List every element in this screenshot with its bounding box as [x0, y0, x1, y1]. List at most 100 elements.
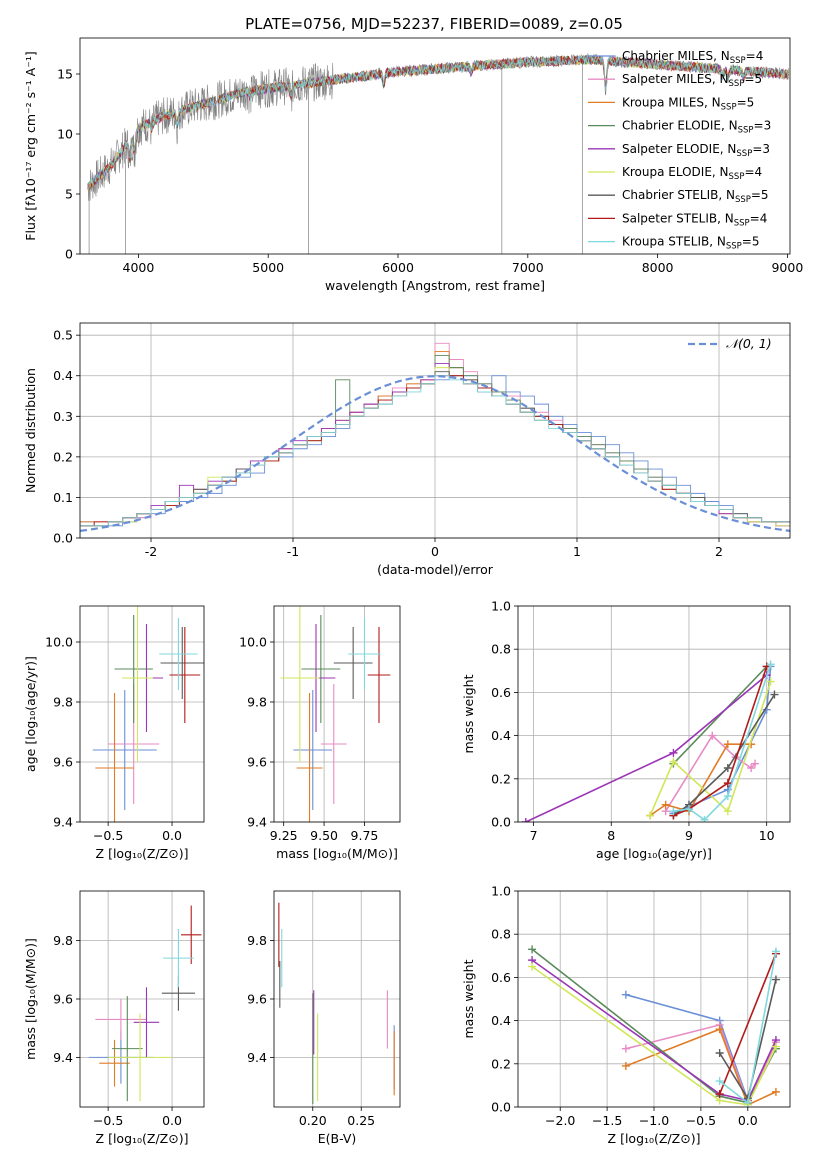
y-tick-label: 9.6	[53, 992, 73, 1007]
x-axis-label: Z [log₁₀(Z/Z⊙)]	[96, 1131, 189, 1146]
data-point-marker	[771, 1087, 780, 1096]
mass-weight-vs-metallicity-axes: −2.0 −1.5 −1.0 −0.5 0.0 0.0 0.2 0.4 0.6 0.8 1.0 Z […	[461, 884, 791, 1146]
legend-label: Kroupa STELIB, NSSP=5	[622, 235, 760, 252]
plot-area	[521, 660, 779, 822]
y-tick-label: 9.8	[247, 695, 267, 710]
data-point-marker	[715, 1090, 724, 1099]
axes-frame	[273, 605, 401, 823]
data-point-marker	[646, 811, 655, 820]
y-tick-label: 0.6	[491, 970, 511, 985]
y-tick-label: 10.0	[45, 635, 73, 650]
y-tick-label: 0.3	[53, 409, 73, 424]
y-tick-label: 0.8	[491, 927, 511, 942]
x-tick-label: 6000	[382, 260, 414, 275]
plot-area	[87, 52, 790, 254]
mass-weight-line	[672, 694, 776, 817]
y-tick-label: 9.6	[53, 755, 73, 770]
mass-weight-line	[525, 674, 768, 822]
y-tick-label: 1.0	[491, 599, 511, 614]
y-tick-label: 0.4	[491, 728, 511, 743]
y-axis-label: Normed distribution	[23, 368, 38, 493]
y-axis-label: mass [log₁₀(M/M⊙)]	[23, 938, 38, 1060]
residual-histogram-step	[80, 375, 790, 538]
x-axis-label: Z [log₁₀(Z/Z⊙)]	[608, 1131, 701, 1146]
x-tick-label: 0.0	[162, 828, 182, 843]
mass-weight-line	[649, 681, 772, 816]
legend-label: Chabrier ELODIE, NSSP=3	[622, 119, 771, 136]
legend-label: 𝒩(0, 1)	[726, 336, 772, 351]
data-point-marker	[661, 800, 670, 809]
data-point-marker	[521, 818, 530, 822]
mass-vs-metallicity-axes: −0.5 0.0 9.4 9.6 9.8 Z [log₁₀(Z/Z⊙)] mass [log…	[23, 890, 205, 1146]
axes-frame	[517, 605, 791, 823]
y-tick-label: 15	[57, 67, 73, 82]
x-tick-label: 8000	[642, 260, 674, 275]
grid	[518, 605, 790, 823]
mass-weight-line	[673, 666, 768, 817]
grid	[80, 606, 204, 823]
mass-weight-line	[625, 993, 749, 1101]
x-tick-label: 9.50	[310, 828, 338, 843]
data-point-marker	[669, 748, 678, 757]
x-tick-label: −0.5	[686, 1113, 716, 1128]
x-tick-label: −2.0	[545, 1113, 575, 1128]
spectrum-axes: 4000 5000 6000 7000 8000 9000 0 5 10 15 wavelength…	[23, 37, 803, 293]
y-tick-label: 9.4	[247, 815, 267, 830]
grid	[518, 890, 790, 1108]
data-point-marker	[669, 757, 678, 766]
data-point-marker	[771, 947, 780, 956]
x-tick-label: 10	[759, 828, 775, 843]
x-tick-label: -1	[287, 544, 299, 559]
axes-frame	[79, 37, 791, 255]
plot-area	[88, 905, 202, 1102]
y-tick-label: 0.6	[491, 685, 511, 700]
axes-frame	[79, 605, 205, 823]
data-point-marker	[528, 962, 537, 971]
data-point-marker	[669, 807, 678, 816]
plot-area	[280, 606, 391, 822]
mass-weight-vs-age-axes: 7 8 9 10 0.0 0.2 0.4 0.6 0.8 1.0 age [log₁₀(age/yr…	[461, 599, 791, 861]
legend-label: Kroupa ELODIE, NSSP=4	[622, 165, 762, 182]
y-tick-label: 0.0	[491, 815, 511, 830]
x-tick-label: 9.25	[270, 828, 298, 843]
data-point-marker	[770, 690, 779, 699]
model-fit-line	[87, 53, 789, 190]
legend-label: Salpeter STELIB, NSSP=4	[622, 211, 767, 228]
plot-area	[528, 945, 780, 1107]
x-axis-label: mass [log₁₀(M/M⊙)]	[276, 846, 398, 861]
x-tick-label: 9.75	[351, 828, 379, 843]
x-tick-label: 2	[715, 544, 723, 559]
x-tick-label: -2	[145, 544, 157, 559]
data-point-marker	[751, 759, 760, 768]
x-tick-label: 1	[573, 544, 581, 559]
data-point-marker	[723, 740, 732, 749]
x-tick-label: 0.25	[347, 1113, 375, 1128]
x-tick-label: 0.0	[738, 1113, 758, 1128]
data-point-marker	[723, 807, 732, 816]
data-point-marker	[715, 1077, 724, 1086]
data-point-marker	[700, 815, 709, 822]
x-tick-label: 7000	[512, 260, 544, 275]
mass-weight-line	[625, 1023, 777, 1105]
data-point-marker	[723, 764, 732, 772]
legend-label: Chabrier MILES, NSSP=4	[622, 49, 763, 66]
x-axis-label: E(B-V)	[318, 1131, 357, 1146]
data-point-marker	[715, 1049, 724, 1057]
data-point-marker	[708, 731, 717, 740]
x-tick-label: −0.5	[93, 828, 123, 843]
mass-weight-line	[718, 953, 777, 1095]
y-tick-label: 0	[65, 247, 73, 262]
data-point-marker	[621, 1061, 630, 1070]
x-tick-label: −1.0	[639, 1113, 669, 1128]
y-axis-label: mass weight	[461, 959, 476, 1038]
y-tick-label: 0.0	[53, 531, 73, 546]
residual-histogram-axes: -2 -1 0 1 2 0.0 0.1 0.2 0.3 0.4 0.5 (data-model)/er…	[23, 322, 791, 577]
grid	[274, 606, 400, 823]
age-vs-metallicity-axes: −0.5 0.0 9.4 9.6 9.8 10.0 Z [log₁₀(Z/Z⊙)] age […	[23, 605, 205, 861]
axes-frame	[79, 890, 205, 1108]
legend-label: Chabrier STELIB, NSSP=5	[622, 188, 769, 205]
y-tick-label: 9.8	[53, 933, 73, 948]
x-tick-label: 0.20	[299, 1113, 327, 1128]
y-tick-label: 1.0	[491, 884, 511, 899]
